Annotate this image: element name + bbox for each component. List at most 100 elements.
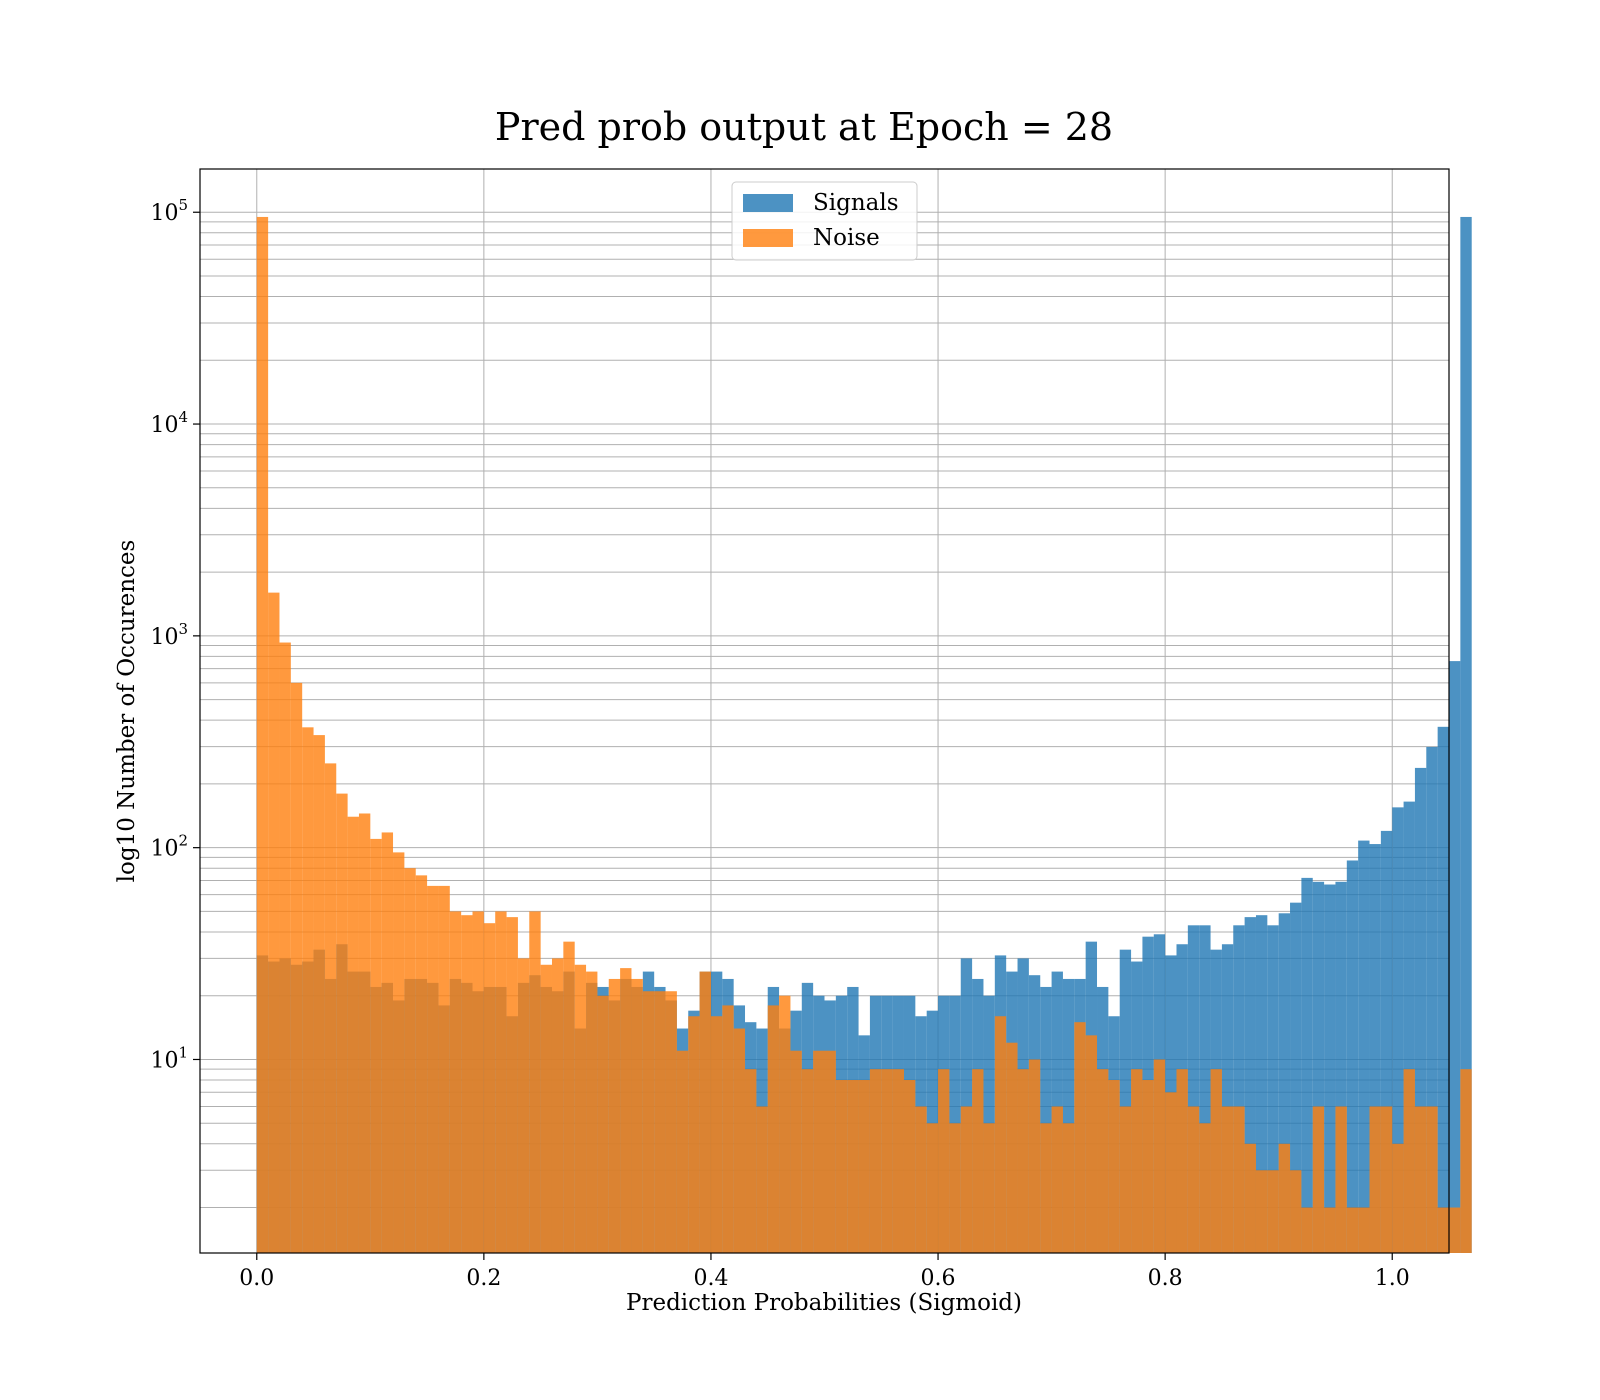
noise-bar-68 — [1028, 1059, 1041, 1253]
noise-bar-93 — [1312, 1106, 1325, 1253]
y-tick-label-2: 103 — [150, 620, 188, 650]
noise-bar-6 — [324, 763, 337, 1253]
noise-bar-17 — [449, 911, 462, 1253]
noise-bar-91 — [1290, 1170, 1302, 1253]
x-tick-label-3: 0.6 — [921, 1266, 956, 1291]
noise-bar-65 — [994, 1016, 1007, 1253]
noise-bar-9 — [358, 813, 371, 1253]
noise-bar-64 — [983, 1123, 995, 1253]
noise-bar-103 — [1426, 1106, 1438, 1253]
signals-bar-85 — [1221, 944, 1234, 1253]
noise-bar-35 — [654, 991, 666, 1253]
x-tick-label-1: 0.2 — [466, 1266, 501, 1291]
noise-bar-38 — [688, 1016, 700, 1253]
noise-bar-59 — [926, 1123, 939, 1253]
noise-bar-58 — [915, 1106, 927, 1253]
noise-bar-78 — [1142, 1080, 1154, 1253]
noise-bar-34 — [642, 991, 655, 1253]
noise-bar-77 — [1131, 1069, 1143, 1253]
noise-bar-71 — [1062, 1123, 1075, 1253]
noise-bar-44 — [756, 1106, 768, 1253]
signals-bar-83 — [1199, 925, 1211, 1253]
y-axis: 101 102 103 104 105 — [150, 196, 200, 1073]
legend-label-noise: Noise — [813, 225, 880, 251]
noise-bar-104 — [1437, 1207, 1449, 1253]
noise-bar-43 — [745, 1069, 757, 1253]
signals-bar-94 — [1324, 884, 1336, 1253]
signals-bar-101 — [1403, 801, 1415, 1253]
noise-bar-99 — [1380, 1106, 1393, 1253]
noise-bar-31 — [608, 978, 621, 1253]
noise-bar-95 — [1335, 1106, 1347, 1253]
noise-bar-20 — [483, 923, 496, 1253]
noise-bar-50 — [824, 1050, 836, 1253]
signals-bar-71 — [1062, 978, 1075, 1253]
noise-bar-16 — [438, 885, 450, 1253]
noise-bar-55 — [881, 1069, 893, 1253]
noise-bar-52 — [847, 1080, 859, 1253]
noise-bar-62 — [960, 1106, 973, 1253]
noise-bar-14 — [415, 875, 428, 1253]
noise-bar-4 — [302, 727, 314, 1253]
y-tick-label-0: 101 — [150, 1043, 188, 1073]
noise-bar-90 — [1278, 1143, 1291, 1253]
noise-bar-28 — [574, 964, 587, 1253]
noise-bar-33 — [631, 978, 643, 1253]
signals-bar-88 — [1255, 915, 1268, 1253]
noise-bar-51 — [835, 1080, 848, 1253]
noise-bar-49 — [813, 1050, 825, 1253]
signals-bar-82 — [1187, 925, 1200, 1253]
noise-bar-61 — [949, 1123, 961, 1253]
noise-bar-82 — [1187, 1106, 1200, 1253]
signals-bar-92 — [1301, 877, 1313, 1253]
noise-bar-0 — [256, 216, 269, 1253]
noise-bar-39 — [699, 971, 711, 1253]
noise-bar-70 — [1051, 1106, 1063, 1253]
noise-bar-86 — [1233, 1106, 1245, 1253]
signals-bar-103 — [1426, 746, 1438, 1253]
noise-bar-30 — [597, 995, 609, 1253]
noise-bar-11 — [381, 832, 394, 1253]
signals-bar-106 — [1460, 216, 1472, 1253]
noise-bar-37 — [676, 1050, 689, 1253]
noise-bar-26 — [551, 958, 564, 1253]
signals-bar-76 — [1119, 949, 1132, 1253]
y-tick-label-3: 104 — [150, 408, 188, 438]
bars — [256, 216, 1472, 1253]
signals-bar-99 — [1380, 830, 1393, 1253]
noise-bar-45 — [767, 1005, 780, 1253]
noise-bar-23 — [517, 958, 530, 1253]
noise-bar-2 — [279, 642, 291, 1253]
noise-bar-54 — [869, 1069, 882, 1253]
chart-title: Pred prob output at Epoch = 28 — [495, 105, 1113, 149]
signals-bar-95 — [1335, 881, 1347, 1253]
noise-bar-102 — [1414, 1106, 1427, 1253]
noise-bar-46 — [779, 995, 791, 1253]
noise-bar-10 — [370, 838, 382, 1253]
noise-bar-101 — [1403, 1069, 1415, 1253]
noise-bar-5 — [313, 735, 325, 1253]
plot-frame — [199, 168, 1450, 1254]
noise-bar-97 — [1358, 1207, 1370, 1253]
noise-bar-105 — [1449, 1207, 1461, 1253]
noise-bar-80 — [1165, 1092, 1177, 1253]
series-noise — [256, 216, 1472, 1253]
noise-bar-25 — [540, 964, 552, 1253]
legend: Signals Noise — [731, 181, 918, 261]
noise-bar-74 — [1097, 1069, 1109, 1253]
noise-bar-67 — [1017, 1069, 1029, 1253]
signals-bar-96 — [1346, 860, 1359, 1253]
noise-bar-24 — [529, 911, 541, 1253]
noise-bar-100 — [1392, 1143, 1404, 1253]
noise-bar-22 — [506, 917, 518, 1253]
noise-bar-41 — [722, 1005, 734, 1253]
noise-bar-98 — [1369, 1106, 1381, 1253]
signals-bar-89 — [1267, 925, 1279, 1253]
noise-bar-3 — [290, 682, 303, 1253]
noise-bar-21 — [495, 911, 507, 1253]
noise-bar-72 — [1074, 1022, 1086, 1253]
signals-bar-62 — [960, 958, 973, 1253]
noise-bar-1 — [268, 592, 280, 1253]
noise-bar-7 — [336, 793, 348, 1253]
